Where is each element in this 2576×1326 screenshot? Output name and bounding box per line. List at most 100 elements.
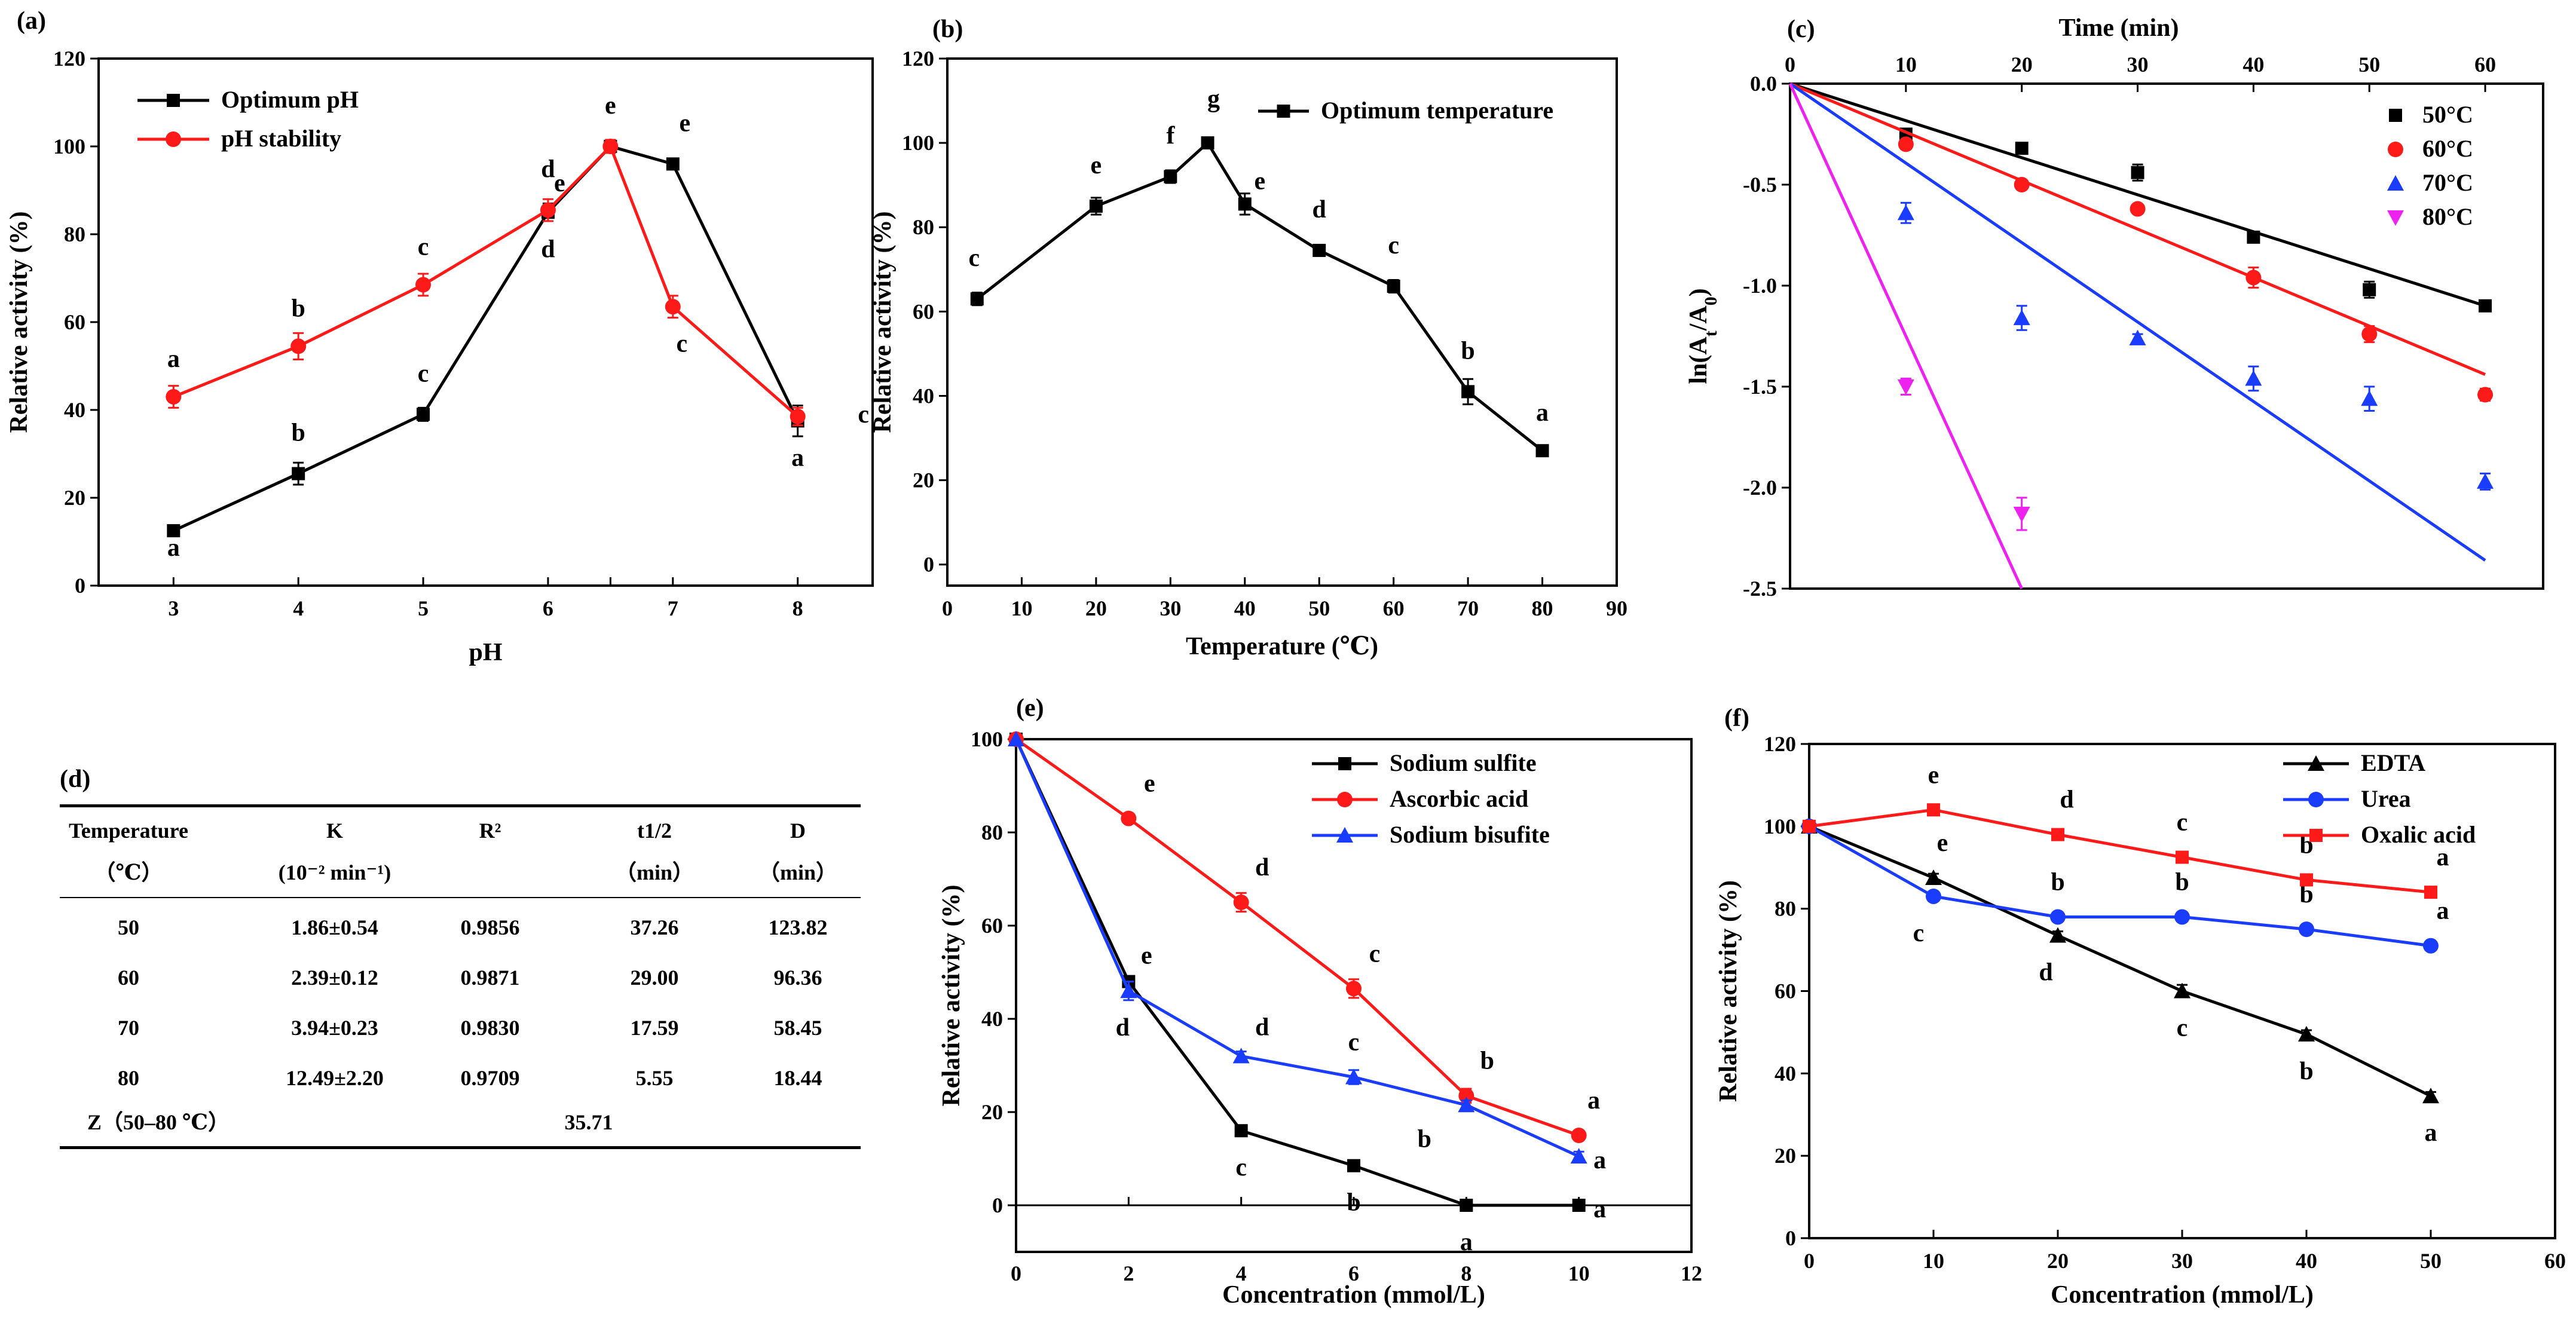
y-tick-label: 100 bbox=[902, 131, 934, 155]
data-point bbox=[1803, 819, 1816, 833]
cell-temperature: 80 bbox=[118, 1066, 139, 1090]
legend-label: pH stability bbox=[221, 125, 341, 152]
x-tick-label: 80 bbox=[1532, 596, 1553, 620]
x-tick-label: 3 bbox=[168, 596, 179, 620]
legend-label: Oxalic acid bbox=[2361, 821, 2476, 848]
y-axis-label: Relative activity (%) bbox=[938, 885, 965, 1107]
data-point bbox=[2361, 326, 2378, 342]
data-point bbox=[1313, 244, 1326, 258]
data-point bbox=[2298, 1025, 2315, 1042]
plot-frame bbox=[1015, 738, 1693, 1253]
y-tick-label: 80 bbox=[913, 215, 934, 239]
panel-f-label: (f) bbox=[1724, 705, 1749, 732]
table-row: 50 1.86±0.54 0.9856 37.26 123.82 bbox=[60, 909, 861, 945]
y-tick-label: 60 bbox=[913, 299, 934, 323]
significance-letter: d bbox=[1313, 196, 1326, 223]
table-row: 70 3.94±0.23 0.9830 17.59 58.45 bbox=[60, 1010, 861, 1046]
legend-label: Ascorbic acid bbox=[1390, 785, 1528, 812]
y-tick-label: 0 bbox=[992, 1193, 1003, 1217]
y-tick-label: 0.0 bbox=[1750, 72, 1777, 96]
y-tick-label: 80 bbox=[64, 222, 85, 246]
data-point bbox=[2477, 473, 2494, 489]
panel-a-label: (a) bbox=[17, 7, 46, 35]
x-tick-label: 6 bbox=[1348, 1261, 1359, 1285]
legend-marker bbox=[2387, 175, 2404, 191]
panel-d-label: (d) bbox=[60, 765, 91, 793]
header-d: D bbox=[790, 819, 806, 843]
y-tick-label: 100 bbox=[1764, 814, 1796, 838]
significance-letter: c bbox=[1388, 232, 1399, 259]
cell-d: 18.44 bbox=[773, 1066, 822, 1090]
header-d-unit: （min） bbox=[758, 860, 837, 884]
significance-letter: c bbox=[418, 360, 429, 387]
x-tick-label: 60 bbox=[2544, 1249, 2566, 1273]
legend-label: Optimum temperature bbox=[1321, 97, 1553, 124]
legend-label: 50°C bbox=[2422, 101, 2473, 128]
x-tick-label: 12 bbox=[1681, 1261, 1702, 1285]
x-axis-label: Concentration (mmol/L) bbox=[2051, 1281, 2314, 1309]
data-point bbox=[167, 524, 180, 538]
significance-letter: d bbox=[541, 156, 555, 183]
significance-letter: d bbox=[541, 235, 555, 263]
cell-r2: 0.9871 bbox=[460, 966, 520, 990]
data-point bbox=[2477, 387, 2494, 403]
data-point bbox=[2423, 938, 2439, 954]
y-tick-label: 20 bbox=[64, 486, 85, 510]
significance-letter: b bbox=[2051, 868, 2064, 896]
cell-z-label: Z（50–80 ℃） bbox=[87, 1110, 230, 1134]
header-t-half: t1/2 bbox=[637, 819, 672, 843]
significance-letter: a bbox=[791, 444, 804, 471]
x-tick-label: 20 bbox=[2011, 53, 2033, 76]
significance-letter: b bbox=[1480, 1048, 1494, 1075]
data-point bbox=[2015, 142, 2029, 155]
series-line bbox=[1808, 825, 2431, 948]
series-line bbox=[173, 145, 799, 532]
y-axis-label: ln(At/A0) bbox=[1685, 288, 1721, 384]
table-bottom-rule bbox=[60, 1146, 861, 1149]
y-axis-label: Relative activity (%) bbox=[5, 212, 33, 433]
legend-marker bbox=[2308, 792, 2324, 807]
cell-k: 1.86±0.54 bbox=[291, 915, 378, 939]
legend: 50°C 60°C 70°C 80°C bbox=[2387, 101, 2473, 230]
data-point bbox=[1089, 199, 1103, 213]
cell-k: 3.94±0.23 bbox=[291, 1016, 378, 1040]
legend-label: Urea bbox=[2361, 785, 2411, 812]
chart-c: 0 10 20 30 40 50 60 0.0 -0.5 -1.0 -1.5 -2.0 -2.5 Time… bbox=[1685, 14, 2544, 601]
y-tick-label: 0 bbox=[75, 574, 85, 598]
data-point bbox=[2300, 873, 2313, 887]
series-80-c bbox=[1788, 82, 2030, 590]
y-tick-label: 80 bbox=[981, 820, 1003, 844]
x-tick-label: 30 bbox=[2127, 53, 2149, 76]
cell-z-value: 35.71 bbox=[564, 1110, 613, 1134]
y-tick-label: 0 bbox=[923, 553, 934, 577]
data-point bbox=[2013, 506, 2030, 522]
legend-marker bbox=[1277, 105, 1290, 118]
fit-line bbox=[1789, 82, 2486, 308]
y-tick-label: 80 bbox=[1775, 897, 1796, 921]
significance-letter: a bbox=[2437, 844, 2449, 871]
cell-r2: 0.9856 bbox=[460, 915, 520, 939]
panel-e-label: (e) bbox=[1016, 694, 1044, 722]
x-tick-label: 40 bbox=[2242, 53, 2264, 76]
cell-r2: 0.9830 bbox=[460, 1016, 520, 1040]
series-line bbox=[1809, 808, 2431, 894]
legend: EDTA Urea Oxalic acid bbox=[2283, 749, 2476, 848]
significance-letter: d bbox=[1255, 854, 1269, 881]
x-tick-label: 50 bbox=[1308, 596, 1330, 620]
significance-letter: e bbox=[1141, 942, 1152, 970]
cell-temperature: 50 bbox=[118, 915, 139, 939]
plot-frame bbox=[97, 57, 874, 587]
x-tick-label: 0 bbox=[1011, 1261, 1021, 1285]
cell-t-half: 37.26 bbox=[630, 915, 679, 939]
y-tick-label: 20 bbox=[981, 1100, 1003, 1124]
legend: Optimum temperature bbox=[1258, 97, 1553, 124]
x-tick-label: 10 bbox=[1895, 53, 1917, 76]
data-point bbox=[2050, 909, 2066, 925]
y-tick-label: -2.0 bbox=[1743, 476, 1777, 500]
cell-temperature: 70 bbox=[118, 1016, 139, 1040]
chart-b: 0 10 20 30 40 50 60 70 80 90 0 20 40 60 80 100 120 Temper… bbox=[869, 47, 1627, 660]
x-axis-label: Time (min) bbox=[2058, 14, 2179, 42]
x-tick-label: 8 bbox=[793, 596, 803, 620]
